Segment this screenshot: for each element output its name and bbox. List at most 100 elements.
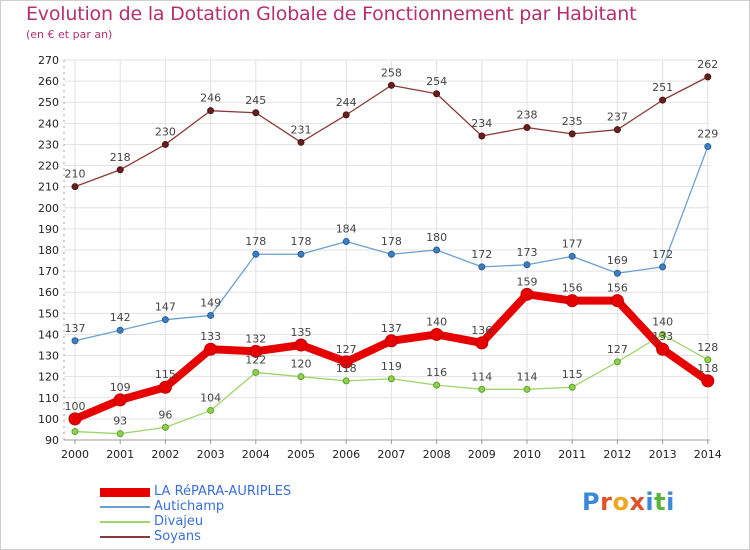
x-tick-label: 2012 — [603, 448, 631, 461]
legend-label: Soyans — [154, 529, 201, 544]
data-label: 178 — [381, 235, 402, 248]
y-tick-label: 90 — [45, 434, 59, 447]
data-label: 133 — [200, 330, 221, 343]
data-point — [475, 336, 489, 350]
chart-title: Evolution de la Dotation Globale de Fonc… — [26, 3, 637, 25]
data-label: 169 — [607, 254, 628, 267]
data-point — [659, 263, 667, 271]
data-label: 140 — [652, 315, 673, 328]
data-label: 254 — [426, 75, 447, 88]
data-label: 114 — [471, 370, 492, 383]
data-label: 246 — [200, 92, 221, 105]
data-point — [523, 261, 531, 269]
data-label: 132 — [245, 332, 266, 345]
data-point — [207, 406, 215, 414]
data-label: 140 — [426, 315, 447, 328]
data-label: 238 — [517, 109, 538, 122]
data-point — [568, 130, 576, 138]
data-label: 147 — [155, 301, 176, 314]
data-point — [339, 355, 353, 369]
data-point — [294, 338, 308, 352]
data-label: 116 — [426, 366, 447, 379]
y-tick-label: 180 — [38, 244, 59, 257]
y-tick-label: 150 — [38, 307, 59, 320]
data-point — [297, 138, 305, 146]
data-label: 118 — [697, 362, 718, 375]
data-label: 237 — [607, 111, 628, 124]
data-point — [207, 311, 215, 319]
logo-letter: i — [666, 488, 675, 516]
x-tick-label: 2014 — [694, 448, 722, 461]
data-label: 137 — [65, 322, 86, 335]
y-tick-label: 170 — [38, 265, 59, 278]
data-point — [342, 377, 350, 385]
data-point — [659, 96, 667, 104]
data-point — [387, 250, 395, 258]
data-point — [704, 356, 712, 364]
data-label: 114 — [517, 370, 538, 383]
data-label: 178 — [245, 235, 266, 248]
data-point — [161, 423, 169, 431]
data-point — [161, 316, 169, 324]
data-label: 115 — [155, 368, 176, 381]
data-point — [433, 381, 441, 389]
data-point — [430, 327, 444, 341]
y-tick-label: 250 — [38, 96, 59, 109]
data-label: 210 — [65, 168, 86, 181]
x-tick-label: 2009 — [468, 448, 496, 461]
y-tick-label: 120 — [38, 371, 59, 384]
x-tick-label: 2006 — [332, 448, 360, 461]
data-label: 96 — [158, 408, 172, 421]
x-tick-label: 2005 — [287, 448, 315, 461]
data-point — [252, 368, 260, 376]
data-label: 172 — [652, 248, 673, 261]
data-label: 251 — [652, 81, 673, 94]
data-point — [613, 126, 621, 134]
data-label: 258 — [381, 66, 402, 79]
legend-label: Autichamp — [154, 499, 225, 514]
legend-swatch — [100, 487, 150, 497]
y-tick-label: 230 — [38, 138, 59, 151]
data-label: 93 — [113, 415, 127, 428]
data-point — [613, 269, 621, 277]
data-label: 229 — [697, 128, 718, 141]
x-tick-label: 2013 — [649, 448, 677, 461]
y-tick-label: 210 — [38, 181, 59, 194]
y-tick-label: 200 — [38, 202, 59, 215]
logo-letter: r — [600, 488, 613, 516]
data-label: 159 — [517, 275, 538, 288]
logo-letter: i — [645, 488, 655, 516]
data-point — [384, 334, 398, 348]
data-point — [204, 342, 218, 356]
data-point — [342, 111, 350, 119]
data-label: 230 — [155, 125, 176, 138]
data-label: 245 — [245, 94, 266, 107]
data-label: 104 — [200, 391, 221, 404]
y-tick-label: 130 — [38, 350, 59, 363]
y-tick-label: 240 — [38, 117, 59, 130]
data-point — [249, 344, 263, 358]
logo-letter: o — [612, 488, 630, 516]
x-tick-label: 2010 — [513, 448, 541, 461]
data-label: 122 — [245, 353, 266, 366]
data-label: 137 — [381, 322, 402, 335]
legend-label: LA RéPARA-AURIPLES — [154, 484, 292, 499]
data-point — [568, 383, 576, 391]
legend-swatch — [100, 536, 150, 538]
data-label: 173 — [517, 246, 538, 259]
data-label: 180 — [426, 231, 447, 244]
data-point — [433, 90, 441, 98]
data-label: 231 — [291, 123, 312, 136]
data-point — [387, 81, 395, 89]
data-point — [161, 140, 169, 148]
data-point — [116, 430, 124, 438]
data-label: 115 — [562, 368, 583, 381]
data-label: 234 — [471, 117, 492, 130]
x-tick-label: 2001 — [106, 448, 134, 461]
y-tick-label: 100 — [38, 413, 59, 426]
data-point — [478, 132, 486, 140]
logo-letter: x — [629, 488, 646, 516]
data-label: 184 — [336, 223, 357, 236]
proxiti-logo: Proxiti — [582, 488, 675, 516]
data-point — [342, 238, 350, 246]
